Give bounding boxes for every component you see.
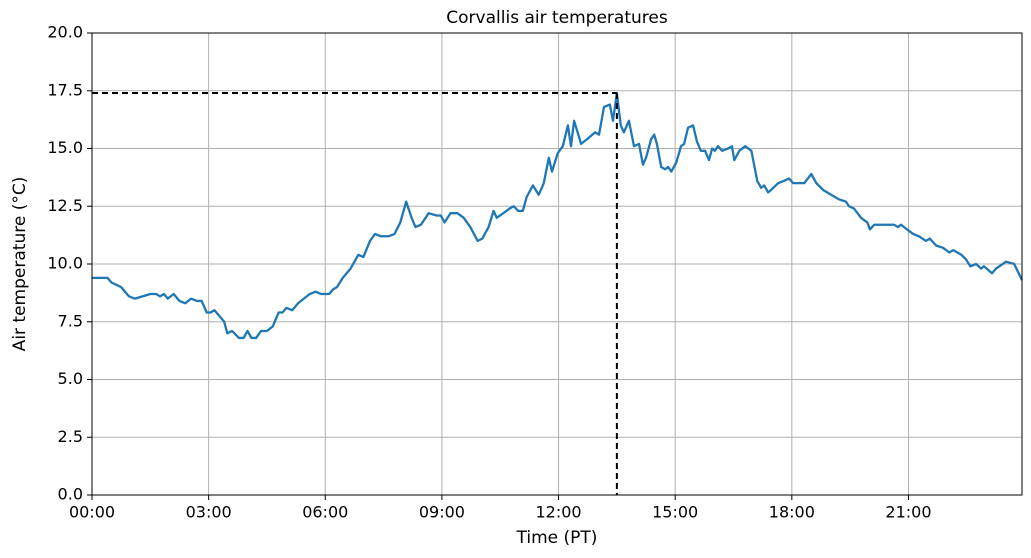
y-tick-label: 2.5 [58, 427, 83, 446]
x-tick-label: 06:00 [302, 503, 348, 522]
y-tick-label: 0.0 [58, 485, 83, 504]
chart-title: Corvallis air temperatures [446, 8, 668, 28]
x-tick-label: 15:00 [652, 503, 698, 522]
y-tick-label: 10.0 [47, 254, 83, 273]
y-tick-label: 12.5 [47, 196, 83, 215]
y-tick-label: 7.5 [58, 311, 83, 330]
x-tick-label: 12:00 [536, 503, 582, 522]
plot-frame [91, 32, 1023, 496]
y-axis-label: Air temperature (°C) [10, 177, 30, 352]
x-tick-label: 21:00 [885, 503, 931, 522]
y-tick-label: 15.0 [47, 138, 83, 157]
x-axis-label: Time (PT) [516, 528, 598, 548]
x-tick-label: 03:00 [186, 503, 232, 522]
temperature-line [92, 91, 1024, 340]
x-tick-label: 09:00 [419, 503, 465, 522]
y-tick-label: 5.0 [58, 369, 83, 388]
y-tick-label: 20.0 [47, 23, 83, 42]
x-tick-label: 18:00 [769, 503, 815, 522]
y-tick-label: 17.5 [47, 80, 83, 99]
x-tick-label: 00:00 [69, 503, 115, 522]
